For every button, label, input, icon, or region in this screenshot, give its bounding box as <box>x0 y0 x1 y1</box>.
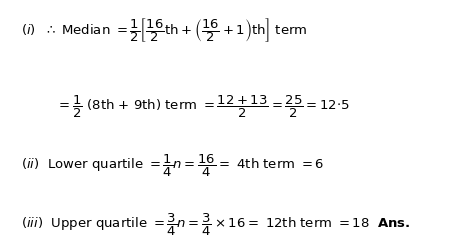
Text: $= \dfrac{1}{2}$ (8th + 9th) term $= \dfrac{12+13}{2} = \dfrac{25}{2} = 12{\cdot: $= \dfrac{1}{2}$ (8th + 9th) term $= \df… <box>56 94 349 120</box>
Text: $(ii)$  Lower quartile $= \dfrac{1}{4}n = \dfrac{16}{4} = $ 4th term $= 6$: $(ii)$ Lower quartile $= \dfrac{1}{4}n =… <box>21 153 324 179</box>
Text: $(iii)$  Upper quartile $= \dfrac{3}{4}n = \dfrac{3}{4} \times 16 = $ 12th term : $(iii)$ Upper quartile $= \dfrac{3}{4}n … <box>21 212 410 235</box>
Text: $(i)$  $\therefore$ Median $= \dfrac{1}{2}\left[\dfrac{16}{2}\mathrm{th} + \left: $(i)$ $\therefore$ Median $= \dfrac{1}{2… <box>21 16 307 44</box>
